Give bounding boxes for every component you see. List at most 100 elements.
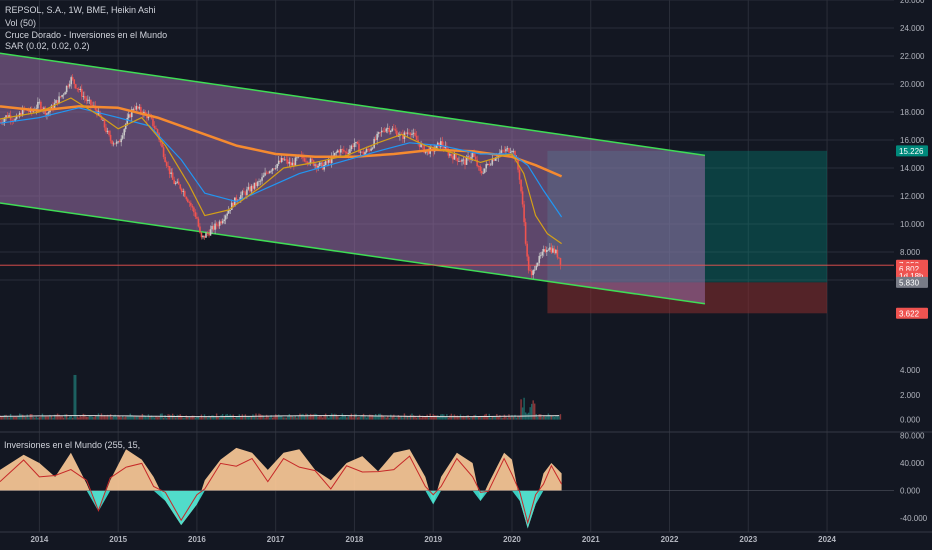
candle-body [105,127,107,133]
volume-bar [502,417,504,420]
ema-fast-line[interactable] [0,97,562,245]
candle-body [327,159,330,163]
volume-bar [217,416,219,420]
volume-bar [532,400,534,420]
candle-body [467,156,469,158]
volume-bar [437,415,439,420]
price-tag[interactable]: 15.226 [896,145,928,157]
volume-bar [518,416,521,420]
candle-body [340,149,342,153]
volume-bar [79,415,81,420]
volume-bar [417,416,419,420]
price-axis-label: 24.000 [900,24,925,33]
candle-body [262,175,265,178]
candle-body [293,162,295,166]
volume-bar [346,417,348,420]
candle-body [391,128,394,131]
candle-body [502,150,504,152]
volume-bar [400,415,403,420]
x-axis-label: 2019 [424,535,442,544]
volume-bar [188,417,191,420]
volume-bar [315,414,318,420]
legend-vol[interactable]: Vol (50) [5,18,37,28]
candle-body [56,100,59,104]
candle-body [206,233,209,235]
volume-bar [59,416,62,420]
volume-bar [291,416,294,420]
candle-body [412,132,415,134]
volume-bar [281,415,283,420]
volume-bar [3,414,6,420]
volume-bar [487,416,489,420]
candle-body [220,221,222,224]
volume-bar [14,416,16,420]
volume-bar [421,415,424,420]
volume-bar [424,416,427,420]
volume-bar [259,414,262,420]
volume-bar [508,414,510,420]
price-tag-label: 15.226 [899,147,924,156]
volume-bar [208,415,210,420]
candle-body [365,149,368,153]
candle-body [527,256,530,271]
candle-body [324,161,327,165]
candle-body [218,221,221,226]
candle-body [317,165,319,168]
oscillator-area [0,447,562,529]
channel-lower-line[interactable] [0,202,706,305]
volume-bar [38,417,41,420]
legend-oscillator[interactable]: Inversiones en el Mundo (255, 15, [4,440,141,450]
oscillator-axis-label: 80.000 [900,431,925,440]
volume-bar [540,414,542,420]
candle-body [62,94,65,96]
volume-bar [99,416,101,420]
candle-body [171,172,174,180]
volume-bar [390,414,392,420]
candle-body [208,233,210,236]
candle-body [258,181,260,183]
volume-bar [68,416,71,420]
legend-indicator-ema[interactable]: Cruce Dorado - Inversiones en el Mundo [5,30,168,40]
volume-bar [184,417,186,420]
channel-upper-line[interactable] [0,52,706,157]
volume-bar [515,417,518,420]
legend-indicator-sar[interactable]: SAR (0.02, 0.02, 0.2) [5,41,90,51]
candle-body [199,226,201,233]
candle-body [190,202,192,206]
volume-bar [278,414,280,420]
candle-body [40,101,42,109]
candle-body [185,196,188,200]
candle-body [279,160,282,162]
candle-body [446,145,448,150]
candle-body [411,133,413,135]
candle-body [338,150,341,153]
volume-bar [138,416,141,420]
price-tag[interactable]: 5.830 [896,276,928,288]
candle-body [382,130,385,132]
candle-body [38,101,41,103]
volume-bar [106,414,109,420]
volume-bar [274,414,277,420]
volume-bar [262,415,265,420]
price-axis-label: 12.000 [900,192,925,201]
volume-bar [479,415,481,420]
legend-symbol[interactable]: REPSOL, S.A., 1W, BME, Heikin Ashi [5,5,156,15]
candle-body [476,159,478,167]
price-axis-label: 16.000 [900,136,925,145]
candle-body [197,218,200,227]
candle-body [377,132,380,134]
candle-body [259,180,262,182]
candle-body [140,107,142,113]
volume-bar [373,415,375,420]
candle-body [188,202,191,203]
volume-bar [470,417,472,420]
volume-bar [512,416,515,420]
price-tag[interactable]: 3.622 [896,307,928,319]
volume-bar [471,417,474,420]
candle-body [103,119,106,128]
volume-bar [128,416,130,420]
volume-bar [120,417,122,420]
candle-body [20,112,23,116]
volume-bar [55,414,57,420]
